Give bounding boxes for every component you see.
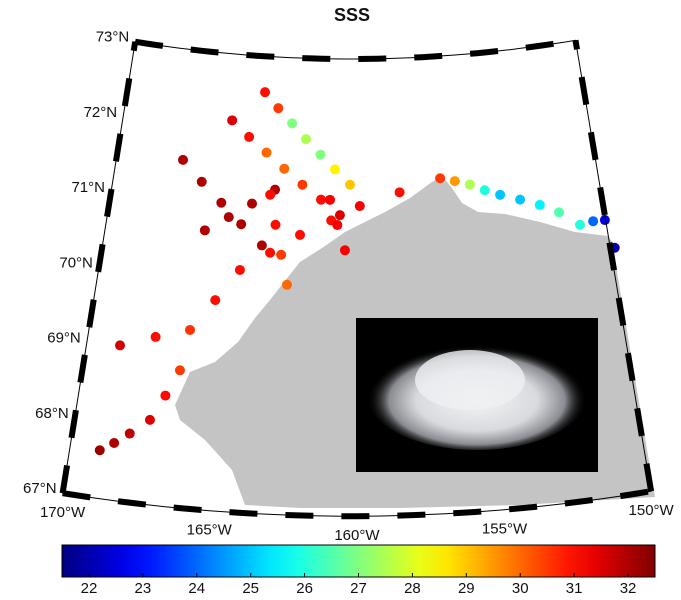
lat-label: 67°N bbox=[23, 480, 57, 497]
sss-point bbox=[282, 280, 292, 290]
lat-label: 69°N bbox=[47, 330, 81, 347]
colorbar-tick-label: 31 bbox=[566, 580, 583, 597]
sss-point bbox=[450, 176, 460, 186]
sss-point bbox=[345, 180, 355, 190]
sss-point bbox=[554, 207, 564, 217]
sss-point bbox=[257, 240, 267, 250]
lat-label: 73°N bbox=[96, 29, 130, 46]
sss-point bbox=[315, 150, 325, 160]
sss-point bbox=[575, 220, 585, 230]
sss-point bbox=[316, 195, 326, 205]
sss-point bbox=[588, 216, 598, 226]
colorbar-tick-label: 29 bbox=[458, 580, 475, 597]
sss-point bbox=[297, 180, 307, 190]
sss-point bbox=[227, 115, 237, 125]
sss-point bbox=[247, 199, 257, 209]
colorbar-tick-label: 24 bbox=[188, 580, 205, 597]
sss-point bbox=[265, 190, 275, 200]
sss-point bbox=[330, 164, 340, 174]
map-figure: SSS 73°N 72°N 71°N 70°N 69°N 68°N 67°N 170°W 165… bbox=[0, 0, 681, 600]
sss-point bbox=[465, 180, 475, 190]
sss-point bbox=[175, 365, 185, 375]
sss-point bbox=[325, 195, 335, 205]
sss-point bbox=[109, 438, 119, 448]
sss-point bbox=[115, 340, 125, 350]
sss-point bbox=[355, 201, 365, 211]
colorbar bbox=[62, 545, 655, 577]
lon-label: 160°W bbox=[334, 527, 380, 544]
colorbar-tick-label: 23 bbox=[135, 580, 152, 597]
sss-point bbox=[125, 429, 135, 439]
lon-label: 165°W bbox=[187, 522, 233, 539]
sss-point bbox=[287, 118, 297, 128]
sss-point bbox=[515, 195, 525, 205]
colorbar-tick-label: 22 bbox=[81, 580, 98, 597]
colorbar-tick-label: 25 bbox=[242, 580, 259, 597]
sss-point bbox=[244, 132, 254, 142]
sss-point bbox=[279, 164, 289, 174]
sss-point bbox=[236, 219, 246, 229]
colorbar-tick-label: 26 bbox=[296, 580, 313, 597]
lat-label: 68°N bbox=[35, 405, 69, 422]
sss-point bbox=[535, 200, 545, 210]
sss-point bbox=[260, 87, 270, 97]
sss-point bbox=[145, 415, 155, 425]
colorbar-tick-label: 27 bbox=[350, 580, 367, 597]
sss-point bbox=[332, 220, 342, 230]
lat-label: 70°N bbox=[59, 254, 93, 271]
sss-point bbox=[210, 295, 220, 305]
sss-point bbox=[273, 103, 283, 113]
sss-point bbox=[395, 187, 405, 197]
sss-point bbox=[340, 245, 350, 255]
sss-point bbox=[480, 185, 490, 195]
sss-point bbox=[151, 332, 161, 342]
sss-point bbox=[265, 248, 275, 258]
colorbar-tick-label: 30 bbox=[512, 580, 529, 597]
lat-label: 71°N bbox=[71, 179, 105, 196]
salt-photo bbox=[356, 318, 598, 472]
colorbar-tick-label: 32 bbox=[620, 580, 637, 597]
salt-peak bbox=[415, 350, 525, 410]
sss-point bbox=[200, 225, 210, 235]
sss-point bbox=[178, 155, 188, 165]
sss-point bbox=[160, 391, 170, 401]
sss-point bbox=[495, 190, 505, 200]
sss-point bbox=[271, 220, 281, 230]
sss-point bbox=[276, 250, 286, 260]
lat-label: 72°N bbox=[84, 104, 118, 121]
sss-point bbox=[435, 173, 445, 183]
lon-label: 150°W bbox=[629, 502, 675, 519]
sss-point bbox=[185, 325, 195, 335]
sss-point bbox=[262, 148, 272, 158]
sss-point bbox=[224, 212, 234, 222]
sss-point bbox=[295, 230, 305, 240]
map-title: SSS bbox=[334, 5, 370, 25]
sss-point bbox=[335, 210, 345, 220]
sss-point bbox=[216, 198, 226, 208]
sss-point bbox=[197, 177, 207, 187]
sss-point bbox=[95, 445, 105, 455]
lon-label: 170°W bbox=[40, 504, 86, 521]
sss-point bbox=[235, 265, 245, 275]
colorbar-tick-label: 28 bbox=[404, 580, 421, 597]
lon-label: 155°W bbox=[482, 521, 528, 538]
sss-point bbox=[301, 134, 311, 144]
